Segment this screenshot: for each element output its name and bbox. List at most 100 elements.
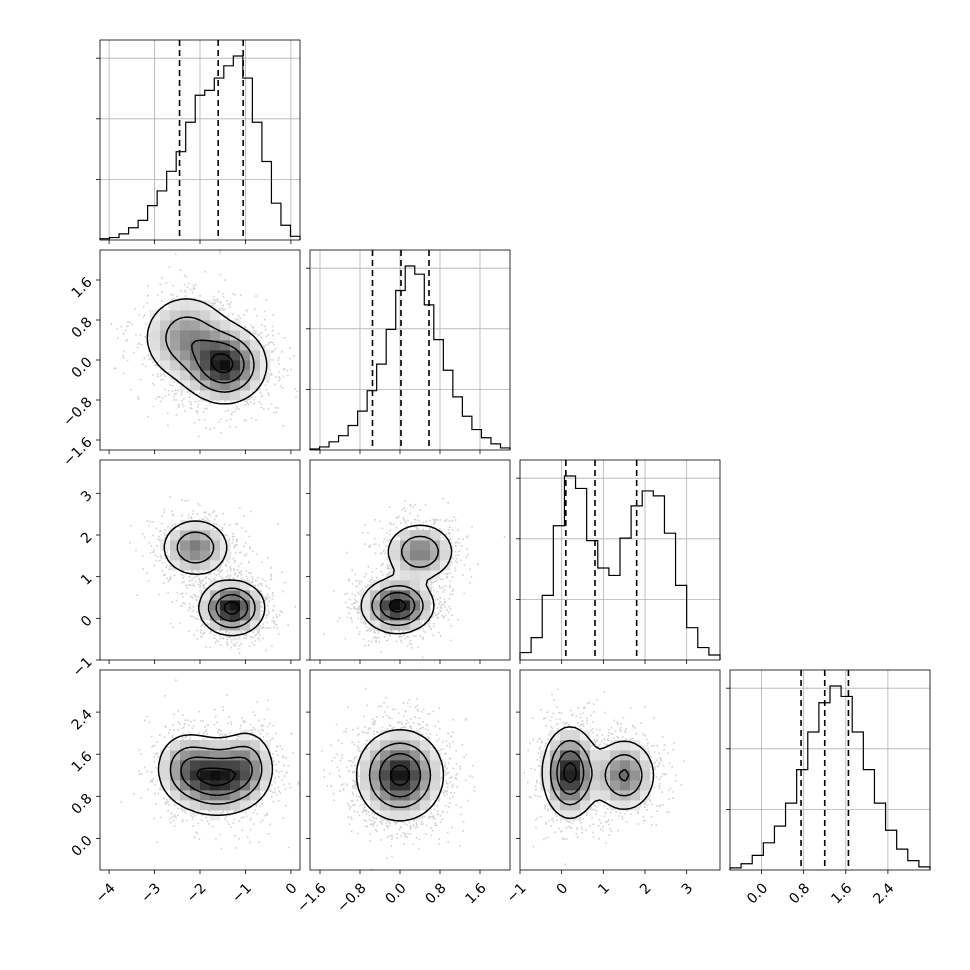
density-cell xyxy=(400,550,411,561)
density-cell xyxy=(190,320,201,331)
density-cell xyxy=(570,790,581,801)
density-cell xyxy=(560,790,571,801)
density-cell xyxy=(210,750,221,761)
density-cell xyxy=(210,330,221,341)
density-cell xyxy=(210,740,221,751)
contour-line-3 xyxy=(223,601,240,615)
density-cell xyxy=(440,540,451,551)
density-cell xyxy=(160,360,171,371)
density-cell xyxy=(600,760,611,771)
density-cell xyxy=(560,800,571,811)
density-cell xyxy=(230,790,241,801)
density-cell xyxy=(190,800,201,811)
x-tick-label: −1.6 xyxy=(294,880,329,915)
x-tick-label: −4 xyxy=(93,880,119,906)
contour-line-2 xyxy=(190,339,245,384)
contour-line-3 xyxy=(563,761,577,784)
density-cell xyxy=(180,760,191,771)
density-cell xyxy=(170,330,181,341)
density-cell xyxy=(180,320,191,331)
panel-frame xyxy=(309,459,511,661)
density-cell xyxy=(400,590,411,601)
density-cell xyxy=(230,780,241,791)
density-cell xyxy=(560,810,571,821)
density-cell xyxy=(420,560,431,571)
density-cell xyxy=(250,760,261,771)
density-cell xyxy=(560,750,571,761)
contour-line-3 xyxy=(388,598,407,613)
density-cell xyxy=(220,620,231,631)
density-cell xyxy=(420,590,431,601)
density-cell xyxy=(220,380,231,391)
density-cell xyxy=(210,760,221,771)
density-cell xyxy=(540,760,551,771)
density-cell xyxy=(250,340,261,351)
x-tick-label: 2 xyxy=(637,880,655,898)
density-cell xyxy=(420,750,431,761)
density-cell xyxy=(190,760,201,771)
density-cell xyxy=(640,770,651,781)
density-cell xyxy=(590,750,601,761)
density-cell xyxy=(230,760,241,771)
density-cell xyxy=(210,560,221,571)
density-cell xyxy=(410,750,421,761)
density-cell xyxy=(360,750,371,761)
density-cell xyxy=(380,780,391,791)
density-cell xyxy=(430,560,441,571)
density-cell xyxy=(230,390,241,401)
density-cell xyxy=(400,730,411,741)
panel-frame xyxy=(729,669,931,871)
density-cell xyxy=(200,750,211,761)
contour-line-1 xyxy=(169,745,263,805)
density-cell xyxy=(220,330,231,341)
density-cell xyxy=(430,530,441,541)
density-cell xyxy=(420,800,431,811)
density-cell xyxy=(620,800,631,811)
density-cell xyxy=(240,790,251,801)
density-cell xyxy=(170,310,181,321)
density-cell xyxy=(390,750,401,761)
density-cell xyxy=(260,360,271,371)
density-cell xyxy=(410,790,421,801)
density-cell xyxy=(360,780,371,791)
density-cell xyxy=(390,600,401,611)
density-cell xyxy=(210,800,221,811)
contour-line-0 xyxy=(163,520,266,637)
density-cell xyxy=(230,380,241,391)
density-cell xyxy=(200,610,211,621)
histogram-step xyxy=(99,55,301,240)
histogram-step xyxy=(309,265,511,450)
density-cell xyxy=(210,580,221,591)
density-cell xyxy=(250,610,261,621)
density-cell xyxy=(190,310,201,321)
contour-line-2 xyxy=(180,756,253,796)
density-cell xyxy=(540,770,551,781)
density-cell xyxy=(230,800,241,811)
density-cell xyxy=(560,740,571,751)
density-cell xyxy=(200,390,211,401)
density-cell xyxy=(400,540,411,551)
contour-line-1 xyxy=(165,316,255,393)
density-cell xyxy=(190,780,201,791)
contour-line-1 xyxy=(549,739,643,806)
contour-line-2 xyxy=(378,752,422,798)
density-cell xyxy=(230,370,241,381)
density-cell xyxy=(200,310,211,321)
x-tick-label: −1 xyxy=(504,880,530,906)
density-cell xyxy=(210,530,221,541)
density-cell xyxy=(250,780,261,791)
density-cell xyxy=(580,770,591,781)
density-cell xyxy=(200,740,211,751)
density-cell xyxy=(190,740,201,751)
density-cell xyxy=(170,350,181,361)
density-cell xyxy=(180,800,191,811)
density-cell xyxy=(210,550,221,561)
y-tick-label: 0.0 xyxy=(69,833,96,860)
density-cell xyxy=(370,780,381,791)
panel-frame xyxy=(309,669,511,871)
density-cell xyxy=(400,580,411,591)
contour-line-0 xyxy=(541,726,655,820)
density-cell xyxy=(630,790,641,801)
density-cell xyxy=(240,590,251,601)
histogram-panel-1 xyxy=(306,249,511,454)
